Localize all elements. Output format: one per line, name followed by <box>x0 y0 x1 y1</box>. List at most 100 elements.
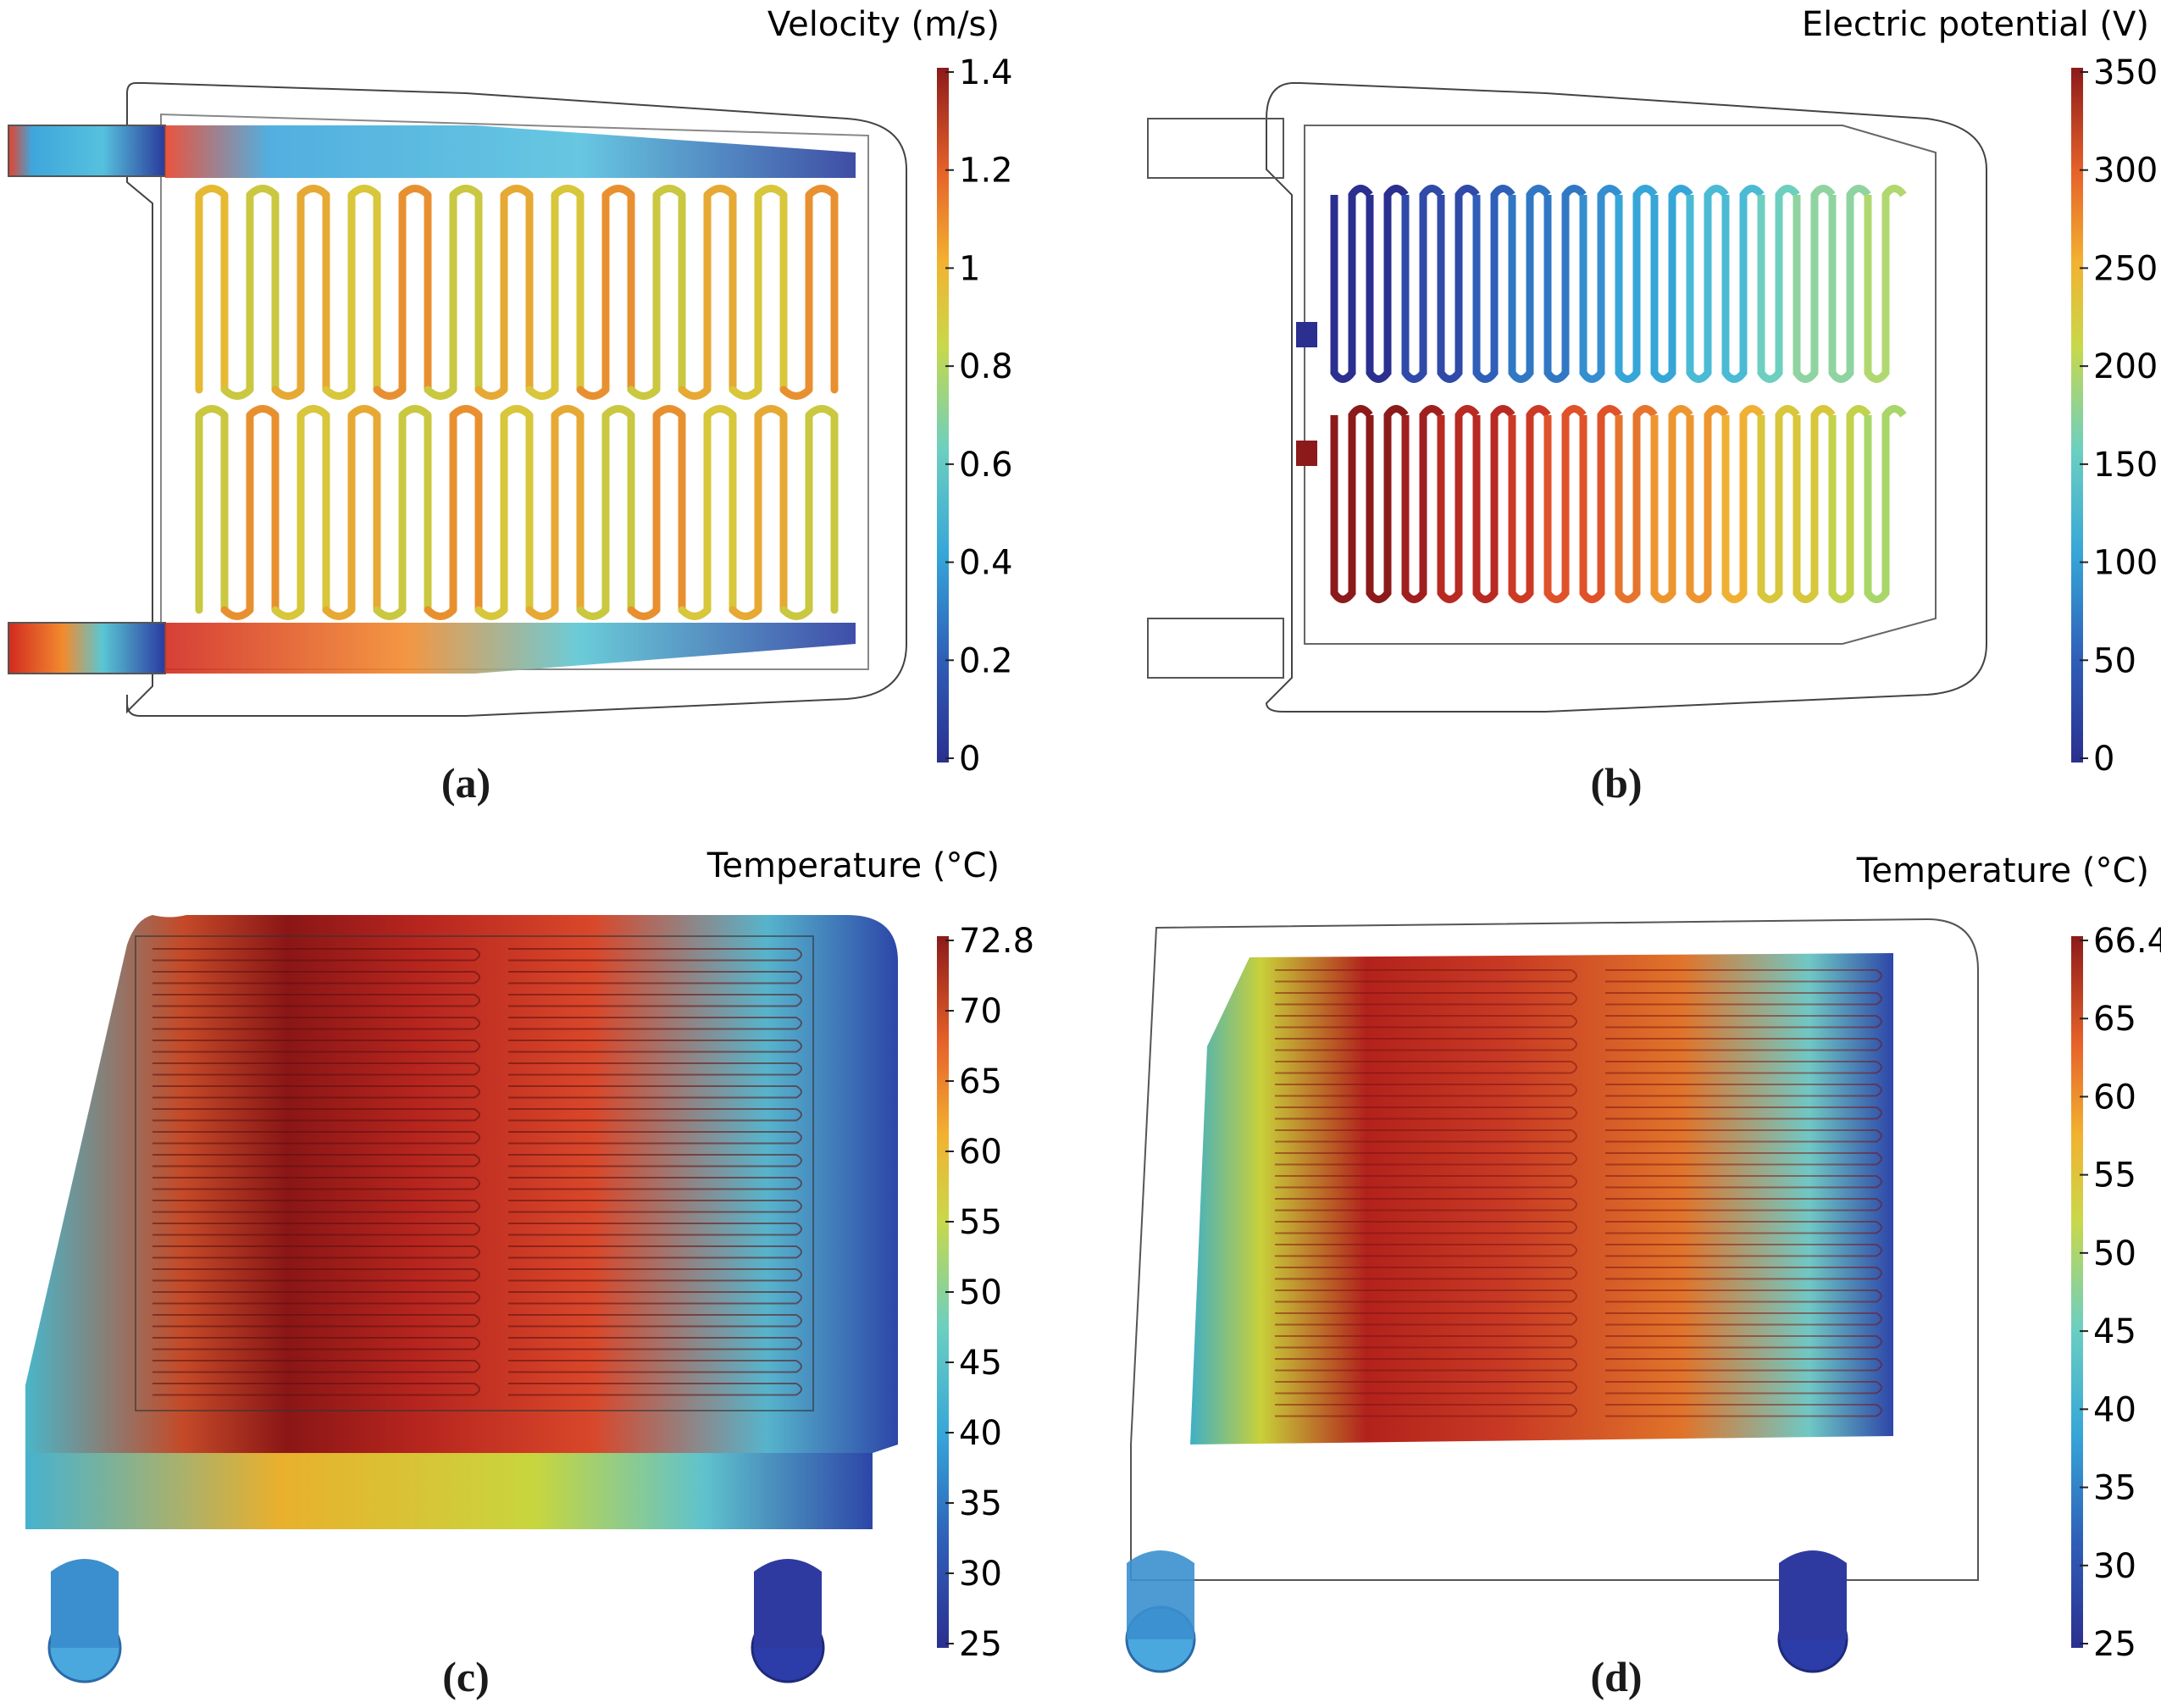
colorbar-tick-label: 60 <box>2093 1078 2136 1117</box>
colorbar-tick-label: 66.4 <box>2093 922 2161 961</box>
channel-loop <box>152 1383 480 1396</box>
channel-segment-high <box>1828 405 1871 603</box>
channel-loop <box>1605 1358 1882 1372</box>
channel-loop <box>152 1017 480 1030</box>
caption-d: (d) <box>1590 1653 1643 1700</box>
channel-loop <box>1275 1267 1577 1280</box>
serpentine-channels <box>1330 185 1907 603</box>
channel-loop <box>508 1383 802 1396</box>
channel-loop <box>152 1154 480 1167</box>
channel-loop <box>152 1291 480 1305</box>
channel-segment-high <box>1366 405 1409 603</box>
channel-loop <box>508 1200 802 1213</box>
channel-loop <box>508 948 802 962</box>
channel-loop <box>152 1062 480 1076</box>
channel-loop <box>1275 1404 1577 1417</box>
caption-b: (b) <box>1590 759 1643 807</box>
channel-loop <box>152 1245 480 1259</box>
colorbar-ticks-b: 350 300 250 200 150 100 50 0 <box>2080 53 2158 779</box>
channel-loop <box>152 1131 480 1145</box>
colorbar-b <box>2071 68 2083 762</box>
inlet-pipe-bottom <box>8 622 166 674</box>
colorbar-tick-label: 60 <box>959 1133 1002 1172</box>
colorbar-tick-label: 25 <box>959 1625 1002 1664</box>
channel-segment-high <box>1401 405 1444 603</box>
housing-outline <box>1265 82 1987 713</box>
colorbar-tick-label: 100 <box>2093 544 2158 583</box>
channel-loop <box>508 1062 802 1076</box>
channel-loop <box>1605 1244 1882 1257</box>
panel-d-temperature-plot: Temperature (°C) 66.4 65 60 55 50 45 40 35 30 25 <box>1125 851 2161 1673</box>
channel-loop <box>508 1245 802 1259</box>
colorbar-tick-label: 50 <box>2093 1234 2136 1273</box>
channel-loop <box>1605 1152 1882 1166</box>
colorbar-tick-label: 30 <box>959 1555 1002 1594</box>
channel-segment-high <box>1615 405 1658 603</box>
channel-loop <box>1275 992 1577 1006</box>
channel-loop <box>1605 992 1882 1006</box>
colorbar-tick-label: 25 <box>2093 1625 2136 1664</box>
channel-loop <box>508 1108 802 1122</box>
channel-segment-high <box>1330 405 1373 603</box>
channel-loop <box>152 1314 480 1328</box>
channel-loop <box>508 971 802 984</box>
channel-loop <box>152 948 480 962</box>
channel-segment-high <box>1472 405 1515 603</box>
channel-loop <box>152 1337 480 1350</box>
channel-loop <box>1605 1084 1882 1097</box>
colorbar-ticks-d: 66.4 65 60 55 50 45 40 35 30 25 <box>2080 922 2161 1664</box>
channel-loop <box>1605 1175 1882 1189</box>
channel-segment-low <box>1686 185 1729 383</box>
colorbar-tick-label: 35 <box>959 1484 1002 1523</box>
channel-loop <box>1605 1335 1882 1349</box>
channel-segment-high <box>1650 405 1693 603</box>
channel-segment-low <box>1401 185 1444 383</box>
channel-segment-high <box>1437 405 1480 603</box>
channel-loop <box>508 1154 802 1167</box>
channel-loop <box>508 994 802 1007</box>
channel-loop <box>1605 1198 1882 1212</box>
channel-segment-high <box>1543 405 1587 603</box>
colorbar-tick-label: 40 <box>2093 1390 2136 1429</box>
channel-loop <box>1605 1404 1882 1417</box>
channel-loop <box>1275 1129 1577 1143</box>
colorbar-ticks-a: 1.4 1.2 1 0.8 0.6 0.4 0.2 0 <box>945 53 1013 779</box>
housing-outline <box>126 82 907 717</box>
channel-segment-low <box>1472 185 1515 383</box>
serpentine-channels <box>1275 969 1882 1417</box>
colorbar-tick-label: 350 <box>2093 53 2158 92</box>
channel-loop <box>152 994 480 1007</box>
channel-loop <box>508 1131 802 1145</box>
channel-segment-low <box>1330 185 1373 383</box>
channel-loop <box>1605 1267 1882 1280</box>
colorbar-tick-label: 45 <box>2093 1312 2136 1351</box>
colorbar-tick-label: 1.2 <box>959 152 1013 191</box>
channel-loop <box>152 1200 480 1213</box>
channel-loop <box>508 1177 802 1190</box>
channel-loop <box>508 1360 802 1373</box>
colorbar-d <box>2071 936 2083 1648</box>
channel-loop <box>1605 1038 1882 1051</box>
colorbar-c <box>937 936 949 1648</box>
channel-loop <box>1275 1152 1577 1166</box>
colorbar-tick-label: 0.8 <box>959 347 1013 386</box>
channel-segment-high <box>1579 405 1622 603</box>
colorbar-tick-label: 0.4 <box>959 544 1013 583</box>
legend-title-a: Velocity (m/s) <box>767 5 1000 44</box>
channel-loop <box>1275 1175 1577 1189</box>
channel-segment-low <box>1508 185 1551 383</box>
colorbar-tick-label: 50 <box>959 1273 1002 1312</box>
colorbar-tick-label: 65 <box>959 1062 1002 1101</box>
channel-loop <box>508 1314 802 1328</box>
channel-segment-high <box>1686 405 1729 603</box>
channel-loop <box>1275 1106 1577 1120</box>
housing-front-face <box>25 1453 873 1529</box>
channel-loop <box>152 1108 480 1122</box>
colorbar-tick-label: 0 <box>2093 740 2114 779</box>
channel-segment-low <box>1650 185 1693 383</box>
serpentine-channels <box>195 185 839 620</box>
channel-segment-high <box>1757 405 1800 603</box>
legend-title-c: Temperature (°C) <box>706 846 1000 885</box>
channel-loop <box>1275 969 1577 983</box>
channel-loop <box>152 971 480 984</box>
